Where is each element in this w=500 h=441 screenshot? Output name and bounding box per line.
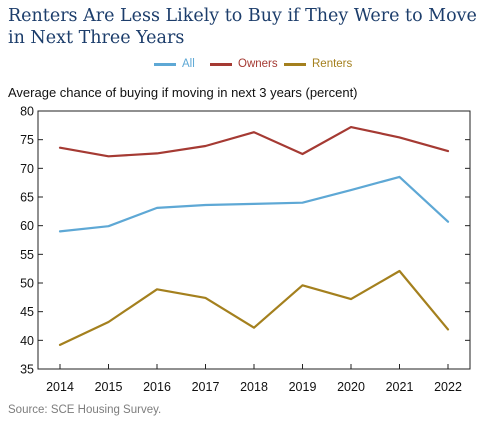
- legend-label-renters: Renters: [312, 58, 353, 70]
- y-tick-label: 75: [20, 133, 34, 147]
- x-tick-label: 2019: [289, 380, 317, 394]
- legend-item-owners: Owners: [210, 56, 278, 72]
- legend-item-renters: Renters: [284, 56, 352, 72]
- x-tick-label: 2016: [143, 380, 171, 394]
- source-note: Source: SCE Housing Survey.: [8, 404, 162, 416]
- y-tick-label: 65: [20, 191, 34, 205]
- x-tick-label: 2014: [46, 380, 74, 394]
- x-tick-label: 2022: [434, 380, 462, 394]
- x-tick-label: 2015: [95, 380, 123, 394]
- y-axis-label: Average chance of buying if moving in ne…: [8, 85, 358, 100]
- legend-swatch-owners: [210, 62, 232, 66]
- series-line-owners: [58, 125, 450, 158]
- series-line-all: [58, 175, 450, 233]
- y-tick-label: 80: [20, 105, 34, 119]
- legend-swatch-all: [154, 62, 176, 66]
- x-tick-label: 2017: [192, 380, 220, 394]
- legend-swatch-renters: [284, 62, 306, 66]
- legend: All Owners Renters: [0, 56, 500, 72]
- y-tick-label: 45: [20, 305, 34, 319]
- x-tick-label: 2020: [337, 380, 365, 394]
- plot-frame: [37, 110, 471, 370]
- y-tick-label: 35: [20, 363, 34, 377]
- legend-label-all: All: [182, 58, 195, 70]
- y-tick-label: 40: [20, 334, 34, 348]
- x-tick-label: 2021: [386, 380, 414, 394]
- series-line-renters: [58, 269, 450, 346]
- legend-item-all: All: [154, 56, 195, 72]
- y-tick-label: 55: [20, 248, 34, 262]
- legend-label-owners: Owners: [238, 58, 278, 70]
- y-tick-label: 50: [20, 277, 34, 291]
- x-tick-label: 2018: [240, 380, 268, 394]
- chart-title: Renters Are Less Likely to Buy if They W…: [8, 6, 477, 48]
- y-tick-label: 60: [20, 219, 34, 233]
- y-tick-label: 70: [20, 162, 34, 176]
